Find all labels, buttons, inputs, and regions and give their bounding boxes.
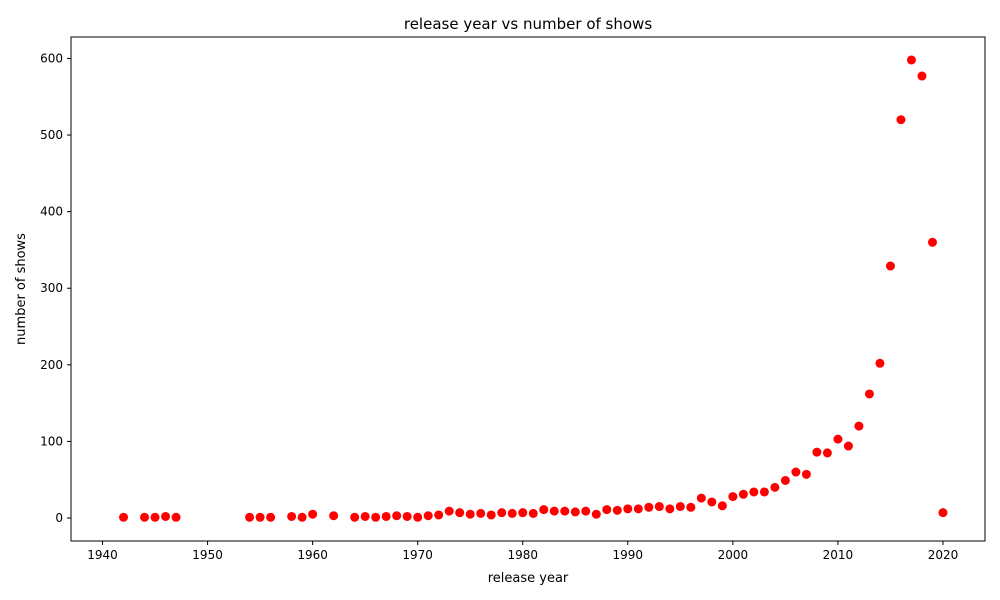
- y-tick-label: 100: [40, 434, 63, 448]
- data-point: [738, 489, 748, 499]
- data-point: [245, 512, 255, 522]
- chart-title: release year vs number of shows: [404, 15, 652, 33]
- data-point: [140, 512, 150, 522]
- data-point: [381, 511, 391, 521]
- y-tick-label: 300: [40, 281, 63, 295]
- data-point: [675, 502, 685, 512]
- data-point: [623, 504, 633, 514]
- data-point: [455, 508, 465, 518]
- data-point: [843, 441, 853, 451]
- data-point: [633, 504, 643, 514]
- data-point: [728, 492, 738, 502]
- y-tick-label: 0: [55, 511, 63, 525]
- data-point: [287, 511, 297, 521]
- data-point: [644, 502, 654, 512]
- data-point: [812, 447, 822, 457]
- data-point: [864, 389, 874, 399]
- x-tick-label: 2020: [928, 548, 959, 562]
- data-point: [801, 469, 811, 479]
- x-tick-label: 1970: [402, 548, 433, 562]
- data-point: [686, 502, 696, 512]
- x-tick-label: 2000: [718, 548, 749, 562]
- data-point: [591, 509, 601, 519]
- data-point: [392, 511, 402, 521]
- data-point: [350, 512, 360, 522]
- data-point: [266, 512, 276, 522]
- data-point: [308, 509, 318, 519]
- x-axis: 1940 1950 1960 1970 1980 1990 2000 2010 2020: [87, 541, 958, 562]
- data-point: [402, 511, 412, 521]
- data-point: [297, 512, 307, 522]
- data-point: [759, 487, 769, 497]
- plot-frame: [70, 36, 986, 542]
- x-tick-label: 2010: [823, 548, 854, 562]
- data-point: [518, 508, 528, 518]
- data-point: [927, 237, 937, 247]
- data-point: [854, 421, 864, 431]
- x-tick-label: 1960: [297, 548, 328, 562]
- data-point: [654, 502, 664, 512]
- data-point: [497, 508, 507, 518]
- data-point: [549, 506, 559, 516]
- data-point: [822, 448, 832, 458]
- data-point: [507, 508, 517, 518]
- data-point: [749, 487, 759, 497]
- data-point: [906, 55, 916, 65]
- data-point: [329, 511, 339, 521]
- data-point: [696, 493, 706, 503]
- data-point: [150, 512, 160, 522]
- data-point: [434, 510, 444, 520]
- y-tick-label: 600: [40, 51, 63, 65]
- y-tick-label: 200: [40, 358, 63, 372]
- data-point: [119, 512, 129, 522]
- data-point: [791, 467, 801, 477]
- y-tick-label: 500: [40, 128, 63, 142]
- y-axis: 0 100 200 300 400 500 600: [40, 51, 71, 525]
- data-point: [717, 501, 727, 511]
- data-point: [486, 510, 496, 520]
- data-point: [875, 358, 885, 368]
- data-point: [528, 508, 538, 518]
- data-point: [707, 497, 717, 507]
- data-point: [770, 482, 780, 492]
- data-point: [917, 71, 927, 81]
- y-tick-label: 400: [40, 205, 63, 219]
- data-point: [612, 505, 622, 515]
- data-point: [444, 506, 454, 516]
- data-point: [171, 512, 181, 522]
- x-tick-label: 1950: [192, 548, 223, 562]
- x-tick-label: 1980: [507, 548, 538, 562]
- data-point: [602, 505, 612, 515]
- data-point: [833, 434, 843, 444]
- data-point: [476, 508, 486, 518]
- data-point: [465, 509, 475, 519]
- data-point: [423, 511, 433, 521]
- data-point: [938, 508, 948, 518]
- data-point: [780, 475, 790, 485]
- x-axis-label: release year: [488, 571, 569, 586]
- x-tick-label: 1940: [87, 548, 118, 562]
- y-axis-label: number of shows: [14, 233, 29, 345]
- data-point: [255, 512, 265, 522]
- data-point: [570, 507, 580, 517]
- data-point: [560, 506, 570, 516]
- data-point: [161, 511, 171, 521]
- data-point: [581, 506, 591, 516]
- data-point: [885, 261, 895, 271]
- x-tick-label: 1990: [613, 548, 644, 562]
- data-point: [413, 512, 423, 522]
- data-point: [665, 504, 675, 514]
- data-point: [896, 115, 906, 125]
- data-point: [539, 505, 549, 515]
- data-points: [119, 55, 948, 522]
- data-point: [360, 511, 370, 521]
- data-point: [371, 512, 381, 522]
